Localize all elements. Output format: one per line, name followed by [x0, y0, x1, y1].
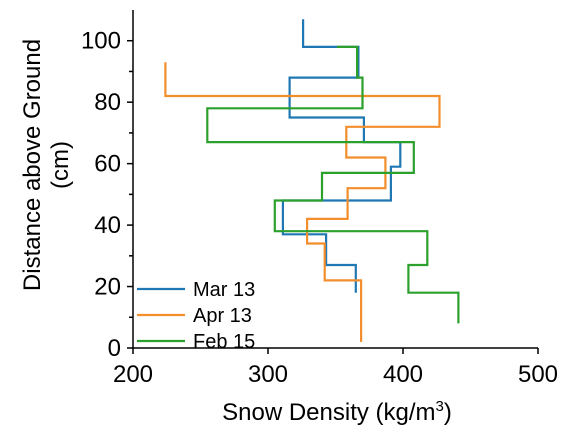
- legend-label-feb-15: Feb 15: [193, 331, 255, 353]
- axes: 200 300 400 500 0 20 40 60 80 100: [81, 10, 558, 388]
- y-tick-label: 80: [94, 89, 121, 116]
- legend-label-mar-13: Mar 13: [193, 279, 255, 301]
- plot-lines: [164, 19, 460, 342]
- x-axis-title: Snow Density (kg/m3): [222, 398, 452, 426]
- y-axis-title-line2: (cm): [47, 141, 74, 189]
- x-tick-label: 200: [113, 361, 153, 388]
- series-line-apr-13: [164, 62, 441, 342]
- y-axis-title-line1: Distance above Ground: [19, 39, 46, 291]
- x-tick-label: 500: [518, 361, 558, 388]
- y-tick-label: 20: [94, 274, 121, 301]
- y-tick-label: 60: [94, 151, 121, 178]
- x-axis-title-superscript: 3: [436, 398, 444, 415]
- x-tick-label: 300: [248, 361, 288, 388]
- series-line-mar-13: [281, 19, 402, 293]
- y-tick-label: 100: [81, 28, 121, 55]
- x-tick-label: 400: [383, 361, 423, 388]
- legend-label-apr-13: Apr 13: [193, 305, 252, 327]
- legend: Mar 13 Apr 13 Feb 15: [137, 279, 255, 353]
- y-tick-label: 40: [94, 212, 121, 239]
- series-line-feb-15: [206, 45, 460, 324]
- y-tick-label: 0: [108, 335, 121, 362]
- y-axis-title: Distance above Ground(cm): [19, 39, 74, 291]
